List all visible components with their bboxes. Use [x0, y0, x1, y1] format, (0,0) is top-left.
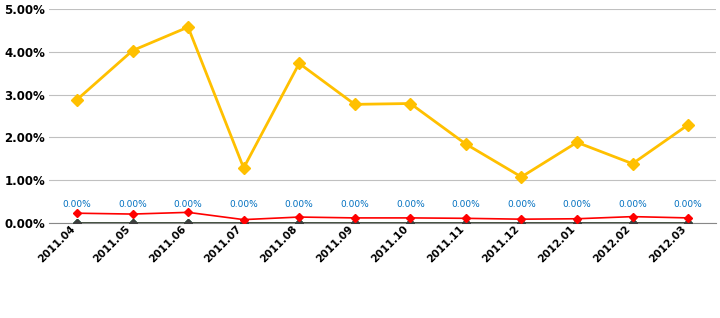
全施設最大値 [128, 49, 137, 52]
Text: 0.00%: 0.00% [229, 200, 258, 209]
全施設平均値 [628, 215, 636, 218]
全施設25%tile [128, 221, 137, 225]
全施設平均値 [462, 217, 470, 220]
全施設平均値 [73, 211, 81, 215]
全施設25%tile [406, 221, 415, 225]
全施設中央値 [184, 221, 192, 225]
Text: 0.00%: 0.00% [285, 200, 314, 209]
全施設中央値 [684, 221, 693, 225]
全施設中央値 [128, 221, 137, 225]
Text: 0.00%: 0.00% [341, 200, 369, 209]
全施設25%tile [517, 221, 526, 225]
Text: 0.00%: 0.00% [174, 200, 202, 209]
全施設最大値 [572, 141, 581, 144]
全施設75%tile [351, 221, 359, 225]
Text: 0.00%: 0.00% [396, 200, 425, 209]
Text: 0.00%: 0.00% [63, 200, 91, 209]
全施設75%tile [628, 221, 636, 225]
全施設75%tile [239, 221, 248, 225]
全施設平均値 [572, 217, 581, 221]
全施設平均値 [351, 216, 359, 220]
Text: 0.00%: 0.00% [562, 200, 591, 209]
全施設75%tile [295, 221, 304, 225]
全施設中央値 [239, 221, 248, 225]
全施設75%tile [128, 221, 137, 225]
全施設平均値 [184, 211, 192, 214]
全施設75%tile [462, 221, 470, 225]
全施設中央値 [572, 221, 581, 225]
全施設75%tile [406, 221, 415, 225]
全施設最小値 [351, 221, 359, 225]
全施設25%tile [239, 221, 248, 225]
全施設最小値 [239, 221, 248, 225]
Line: 全施設平均値: 全施設平均値 [74, 210, 690, 222]
全施設最大値 [406, 101, 415, 105]
全施設最小値 [572, 221, 581, 225]
全施設最大値 [73, 98, 81, 101]
全施設平均値 [239, 218, 248, 222]
全施設最大値 [184, 25, 192, 29]
Text: 0.00%: 0.00% [507, 200, 536, 209]
全施設最小値 [462, 221, 470, 225]
全施設75%tile [73, 221, 81, 225]
全施設75%tile [572, 221, 581, 225]
全施設平均値 [517, 217, 526, 221]
Text: 0.00%: 0.00% [674, 200, 703, 209]
全施設平均値 [128, 212, 137, 216]
全施設最大値 [351, 102, 359, 106]
全施設25%tile [351, 221, 359, 225]
Line: 全施設中央値: 全施設中央値 [74, 220, 690, 225]
全施設中央値 [462, 221, 470, 225]
全施設中央値 [73, 221, 81, 225]
全施設中央値 [351, 221, 359, 225]
全施設最小値 [295, 221, 304, 225]
Line: 全施設25%tile: 全施設25%tile [74, 220, 690, 225]
全施設中央値 [295, 221, 304, 225]
全施設25%tile [184, 221, 192, 225]
全施設最大値 [462, 142, 470, 146]
全施設最小値 [184, 221, 192, 225]
全施設最小値 [73, 221, 81, 225]
Text: 0.00%: 0.00% [618, 200, 647, 209]
全施設最大値 [239, 166, 248, 170]
全施設25%tile [572, 221, 581, 225]
全施設平均値 [684, 216, 693, 220]
Line: 全施設最大値: 全施設最大値 [73, 23, 692, 181]
全施設最大値 [628, 162, 636, 166]
Text: 0.00%: 0.00% [451, 200, 480, 209]
全施設最大値 [517, 175, 526, 179]
全施設25%tile [684, 221, 693, 225]
全施設中央値 [517, 221, 526, 225]
全施設最大値 [295, 61, 304, 65]
Line: 全施設最小値: 全施設最小値 [74, 220, 690, 225]
全施設25%tile [628, 221, 636, 225]
全施設75%tile [184, 221, 192, 225]
全施設平均値 [406, 216, 415, 220]
全施設最小値 [128, 221, 137, 225]
全施設25%tile [462, 221, 470, 225]
全施設75%tile [684, 221, 693, 225]
全施設最小値 [628, 221, 636, 225]
全施設平均値 [295, 215, 304, 219]
全施設25%tile [295, 221, 304, 225]
全施設最大値 [684, 123, 693, 127]
全施設25%tile [73, 221, 81, 225]
全施設中央値 [628, 221, 636, 225]
全施設75%tile [517, 221, 526, 225]
Text: 0.00%: 0.00% [118, 200, 147, 209]
全施設中央値 [406, 221, 415, 225]
全施設最小値 [517, 221, 526, 225]
Line: 全施設75%tile: 全施設75%tile [74, 220, 690, 225]
全施設最小値 [406, 221, 415, 225]
全施設最小値 [684, 221, 693, 225]
